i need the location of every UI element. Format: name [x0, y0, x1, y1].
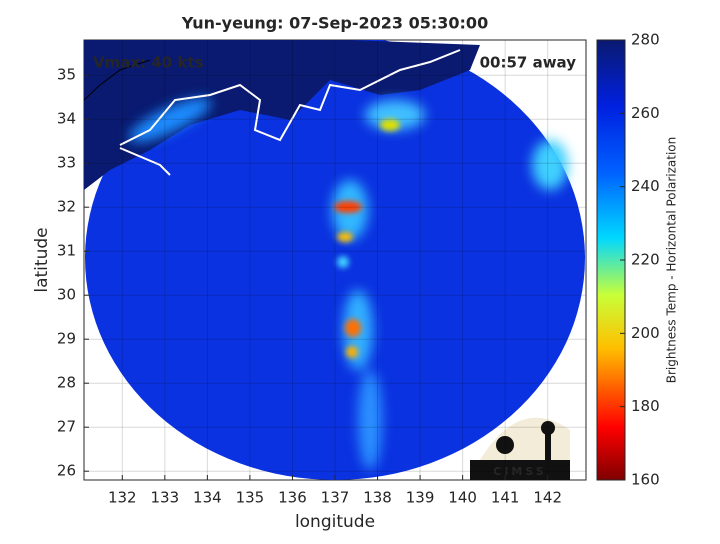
- y-tick-label: 26: [57, 462, 76, 480]
- x-tick-label: 141: [491, 489, 520, 507]
- x-tick-label: 132: [108, 489, 137, 507]
- vmax-annotation: Vmax: 40 kts: [93, 54, 203, 72]
- chart-title: Yun-yeung: 07-Sep-2023 05:30:00: [181, 14, 488, 33]
- x-tick-label: 136: [278, 489, 307, 507]
- colorbar-label: Brightness Temp - Horizontal Polarizatio…: [665, 137, 679, 384]
- colorbar-tick-label: 180: [631, 397, 660, 415]
- x-tick-label: 134: [193, 489, 222, 507]
- colorbar-tick-label: 160: [631, 471, 660, 489]
- y-tick-label: 28: [57, 374, 76, 392]
- x-tick-label: 138: [363, 489, 392, 507]
- x-tick-label: 133: [151, 489, 180, 507]
- y-tick-label: 30: [57, 286, 76, 304]
- y-tick-label: 34: [57, 110, 76, 128]
- y-tick-label: 27: [57, 418, 76, 436]
- satellite-image: [84, 40, 585, 480]
- x-tick-label: 142: [533, 489, 562, 507]
- x-tick-label: 135: [236, 489, 265, 507]
- colorbar-tick-label: 240: [631, 177, 660, 195]
- y-axis-label: latitude: [32, 227, 52, 292]
- y-tick-label: 35: [57, 66, 76, 84]
- x-axis-label: longitude: [295, 512, 375, 532]
- colorbar-tick-label: 200: [631, 324, 660, 342]
- y-tick-label: 29: [57, 330, 76, 348]
- x-tick-label: 140: [448, 489, 477, 507]
- colorbar-tick-label: 280: [631, 31, 660, 49]
- eta-annotation: 00:57 away: [480, 54, 577, 72]
- y-tick-label: 31: [57, 242, 76, 260]
- logo-text: CIMSS: [493, 465, 546, 478]
- y-tick-label: 33: [57, 154, 76, 172]
- x-tick-label: 139: [406, 489, 435, 507]
- x-tick-label: 137: [321, 489, 350, 507]
- colorbar-tick-label: 260: [631, 104, 660, 122]
- logo: CIMSS: [470, 417, 570, 480]
- colorbar-tick-label: 220: [631, 251, 660, 269]
- y-tick-label: 32: [57, 198, 76, 216]
